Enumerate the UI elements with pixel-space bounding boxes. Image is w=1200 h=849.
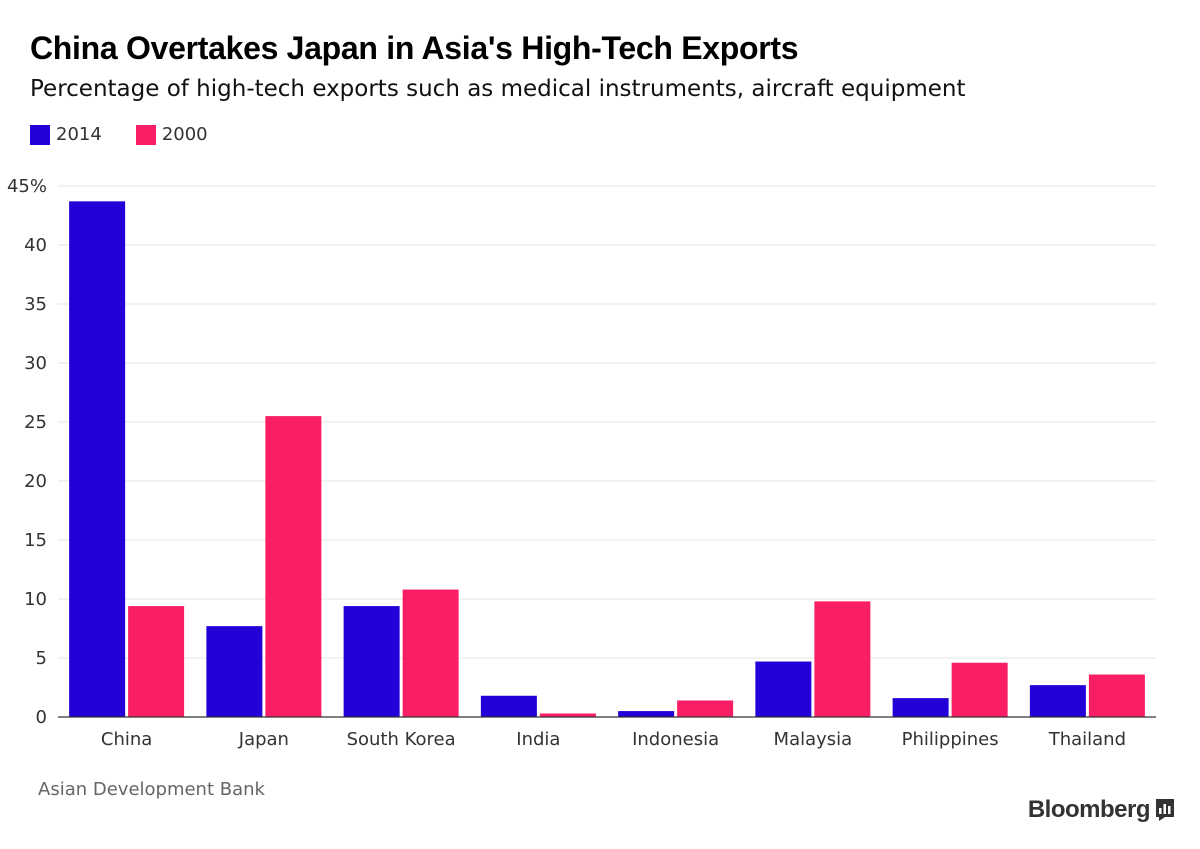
bar-malaysia-2014 [755, 661, 812, 717]
bar-indonesia-2000 [677, 700, 734, 717]
bar-china-2000 [128, 606, 185, 717]
x-tick-label: Philippines [902, 729, 999, 750]
x-tick-label: India [516, 729, 560, 750]
gridlines [58, 185, 1156, 659]
x-tick-label: Thailand [1048, 729, 1126, 750]
y-tick-label: 25 [24, 412, 47, 433]
bar-india-2014 [480, 695, 537, 717]
legend-item-2000: 2000 [135, 124, 208, 145]
bar-japan-2014 [206, 626, 263, 717]
x-tick-label: Japan [238, 729, 289, 750]
bars [69, 201, 1145, 718]
y-tick-label: 15 [24, 530, 47, 551]
x-tick-label: Indonesia [632, 729, 719, 750]
bar-china-2014 [69, 201, 126, 718]
bar-philippines-2014 [892, 698, 949, 717]
x-tick-label: South Korea [347, 729, 456, 750]
bloomberg-logo: Bloomberg [1028, 796, 1174, 824]
bar-thailand-2014 [1029, 685, 1086, 717]
bar-philippines-2000 [951, 662, 1008, 717]
brand-name: Bloomberg [1027, 796, 1151, 823]
y-tick-label: 40 [24, 235, 47, 256]
bar-malaysia-2000 [814, 601, 871, 717]
legend-swatch-2014 [30, 124, 50, 145]
source-note: Asian Development Bank [38, 779, 265, 800]
y-tick-label: 10 [24, 589, 47, 610]
y-tick-label: 5 [36, 648, 47, 669]
legend-item-2014: 2014 [30, 124, 102, 145]
y-tick-label: 20 [24, 471, 47, 492]
bar-south-korea-2014 [343, 606, 400, 717]
x-tick-label: Malaysia [774, 729, 853, 750]
chart-subtitle: Percentage of high-tech exports such as … [30, 76, 966, 102]
bar-south-korea-2000 [402, 589, 459, 717]
legend: 2014 2000 [30, 124, 242, 145]
bar-japan-2000 [265, 416, 322, 717]
chart-title: China Overtakes Japan in Asia's High-Tec… [30, 30, 799, 66]
y-tick-label: 35 [24, 294, 47, 315]
x-tick-label: China [101, 729, 152, 750]
legend-label-2014: 2014 [56, 124, 102, 145]
bar-india-2000 [539, 713, 596, 717]
legend-swatch-2000 [135, 124, 156, 145]
bar-thailand-2000 [1088, 674, 1145, 717]
y-tick-label: 45% [7, 176, 47, 197]
y-tick-label: 0 [36, 707, 47, 728]
y-tick-label: 30 [24, 353, 47, 374]
legend-label-2000: 2000 [161, 124, 208, 145]
bloomberg-chart-icon [1156, 799, 1174, 821]
category-labels: China Japan South Korea India Indonesia Malay… [101, 729, 1126, 750]
bar-indonesia-2014 [618, 711, 675, 717]
y-axis-ticks: 0 5 10 15 20 25 30 35 40 45% [7, 176, 47, 728]
